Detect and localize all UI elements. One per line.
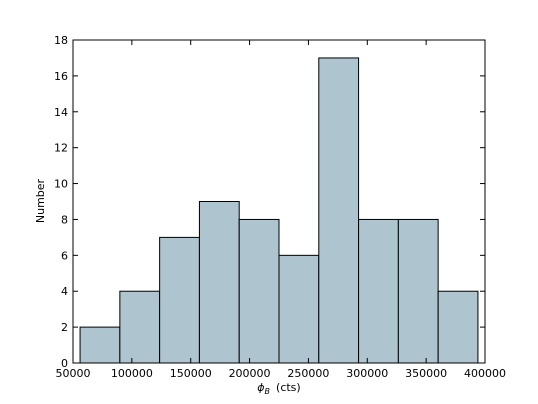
bar: [238, 218, 280, 364]
plot-frame: [72, 39, 486, 364]
y-axis-label: Number: [34, 178, 47, 223]
y-tick-label: 0: [61, 357, 68, 370]
x-axis-label: ϕB (cts): [257, 381, 300, 396]
y-tick-label: 12: [54, 142, 68, 155]
y-tick-label: 4: [61, 285, 68, 298]
y-tick-label: 2: [61, 321, 68, 334]
y-tick-label: 6: [61, 249, 68, 262]
y-tick-label: 8: [61, 213, 68, 226]
x-tick-label: 400000: [464, 367, 506, 380]
y-tick-label: 10: [54, 178, 68, 191]
bar: [278, 254, 320, 364]
y-tick-label: 16: [54, 70, 68, 83]
bar: [318, 57, 360, 364]
bar: [437, 290, 479, 364]
x-tick-label: 150000: [170, 367, 212, 380]
y-tick-label: 18: [54, 34, 68, 47]
x-tick-label: 200000: [229, 367, 271, 380]
bar: [358, 218, 399, 364]
x-tick-label: 50000: [56, 367, 91, 380]
bar: [79, 326, 121, 364]
y-tick-label: 14: [54, 106, 68, 119]
x-tick-label: 250000: [287, 367, 329, 380]
x-tick-label: 350000: [405, 367, 447, 380]
x-tick-label: 300000: [346, 367, 388, 380]
x-label-unit: (cts): [276, 381, 301, 394]
x-tick-label: 100000: [111, 367, 153, 380]
bar: [159, 236, 200, 364]
bar: [119, 290, 161, 364]
x-label-subscript: B: [265, 387, 271, 396]
bar: [397, 218, 439, 364]
x-label-symbol: ϕ: [257, 381, 264, 394]
bar: [198, 201, 240, 364]
